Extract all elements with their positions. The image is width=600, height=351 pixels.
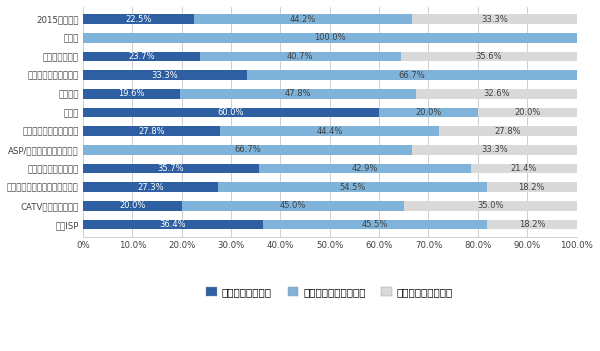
Bar: [83, 145, 412, 155]
Text: 45.0%: 45.0%: [280, 201, 306, 210]
Text: 20.0%: 20.0%: [415, 108, 442, 117]
Text: 44.4%: 44.4%: [317, 127, 343, 135]
Text: 27.8%: 27.8%: [494, 127, 521, 135]
Text: 40.7%: 40.7%: [287, 52, 314, 61]
Text: 27.8%: 27.8%: [138, 127, 165, 135]
Bar: [200, 52, 401, 61]
Bar: [263, 220, 487, 229]
Text: 42.9%: 42.9%: [352, 164, 378, 173]
Bar: [218, 182, 487, 192]
Text: 44.2%: 44.2%: [290, 15, 316, 24]
Text: 19.6%: 19.6%: [118, 89, 145, 98]
Bar: [83, 201, 182, 211]
Text: 36.4%: 36.4%: [160, 220, 186, 229]
Text: 33.3%: 33.3%: [152, 71, 178, 80]
Text: 18.2%: 18.2%: [519, 220, 545, 229]
Bar: [439, 126, 577, 136]
Bar: [83, 14, 194, 24]
Bar: [83, 126, 220, 136]
Text: 33.3%: 33.3%: [481, 145, 508, 154]
Bar: [404, 201, 577, 211]
Bar: [83, 33, 577, 42]
Text: 20.0%: 20.0%: [514, 108, 541, 117]
Text: 45.5%: 45.5%: [362, 220, 388, 229]
Bar: [83, 52, 200, 61]
Bar: [487, 220, 577, 229]
Text: 22.5%: 22.5%: [125, 15, 152, 24]
Bar: [83, 220, 263, 229]
Bar: [182, 201, 404, 211]
Text: 54.5%: 54.5%: [339, 183, 365, 192]
Bar: [401, 52, 577, 61]
Text: 60.0%: 60.0%: [218, 108, 244, 117]
Bar: [83, 107, 379, 117]
Bar: [259, 164, 471, 173]
Bar: [478, 107, 577, 117]
Bar: [247, 70, 577, 80]
Text: 23.7%: 23.7%: [128, 52, 155, 61]
Text: 100.0%: 100.0%: [314, 33, 346, 42]
Text: 27.3%: 27.3%: [137, 183, 164, 192]
Bar: [220, 126, 439, 136]
Text: 32.6%: 32.6%: [483, 89, 509, 98]
Text: 66.7%: 66.7%: [234, 145, 261, 154]
Bar: [83, 89, 179, 99]
Text: 20.0%: 20.0%: [119, 201, 145, 210]
Text: 47.8%: 47.8%: [284, 89, 311, 98]
Bar: [412, 14, 577, 24]
Text: 21.4%: 21.4%: [511, 164, 537, 173]
Bar: [379, 107, 478, 117]
Text: 33.3%: 33.3%: [481, 15, 508, 24]
Bar: [412, 145, 577, 155]
Text: 35.0%: 35.0%: [477, 201, 503, 210]
Bar: [83, 164, 259, 173]
Bar: [83, 70, 247, 80]
Bar: [83, 182, 218, 192]
Text: 66.7%: 66.7%: [398, 71, 425, 80]
Text: 18.2%: 18.2%: [518, 183, 545, 192]
Text: 35.6%: 35.6%: [475, 52, 502, 61]
Bar: [471, 164, 577, 173]
Bar: [487, 182, 577, 192]
Bar: [416, 89, 577, 99]
Legend: 進んでいると思う, 進んでいると思わない, どちらともいえない: 進んでいると思う, 進んでいると思わない, どちらともいえない: [203, 284, 457, 300]
Text: 35.7%: 35.7%: [158, 164, 184, 173]
Bar: [194, 14, 412, 24]
Bar: [179, 89, 416, 99]
